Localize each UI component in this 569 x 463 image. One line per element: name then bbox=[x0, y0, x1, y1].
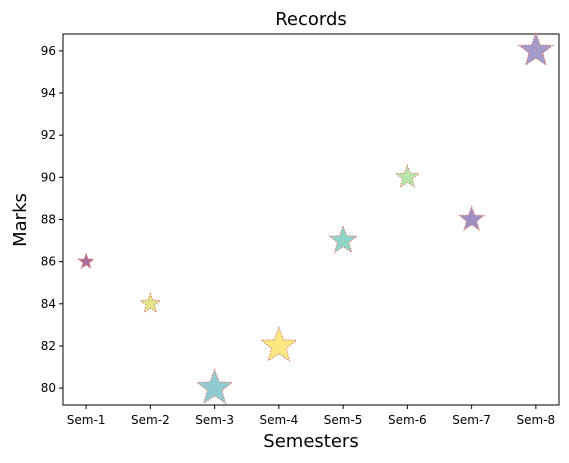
x-tick-label: Sem-6 bbox=[388, 413, 427, 427]
data-point-star bbox=[77, 252, 96, 270]
y-tick-label: 84 bbox=[41, 297, 56, 311]
data-point-star bbox=[394, 163, 421, 189]
y-tick-label: 86 bbox=[41, 255, 56, 269]
data-point-star bbox=[139, 291, 162, 314]
y-tick-label: 94 bbox=[41, 86, 56, 100]
y-tick-label: 82 bbox=[41, 339, 56, 353]
x-tick-label: Sem-2 bbox=[131, 413, 170, 427]
data-point-star bbox=[195, 368, 234, 405]
y-axis: 80 82 84 86 88 90 92 94 96 bbox=[41, 44, 63, 395]
chart-title: Records bbox=[275, 9, 347, 30]
data-point-star bbox=[517, 31, 554, 67]
data-point-star bbox=[260, 326, 298, 363]
data-point-star bbox=[458, 205, 486, 232]
y-tick-label: 88 bbox=[41, 213, 56, 227]
y-tick-label: 92 bbox=[41, 128, 56, 142]
x-tick-label: Sem-1 bbox=[67, 413, 106, 427]
x-tick-label: Sem-8 bbox=[517, 413, 556, 427]
x-tick-label: Sem-4 bbox=[260, 413, 299, 427]
y-tick-label: 90 bbox=[41, 170, 56, 184]
x-tick-label: Sem-7 bbox=[452, 413, 491, 427]
data-points bbox=[77, 31, 554, 405]
x-tick-label: Sem-5 bbox=[324, 413, 363, 427]
x-axis-label: Semesters bbox=[263, 431, 358, 452]
plot-area-frame bbox=[62, 33, 560, 406]
x-axis: Sem-1 Sem-2 Sem-3 Sem-4 Sem-5 Sem-6 Sem-7 Sem-8 bbox=[67, 405, 555, 427]
y-axis-label: Marks bbox=[10, 193, 31, 247]
data-point-star bbox=[328, 224, 359, 254]
y-tick-label: 96 bbox=[41, 44, 56, 58]
x-tick-label: Sem-3 bbox=[195, 413, 234, 427]
y-tick-label: 80 bbox=[41, 381, 56, 395]
